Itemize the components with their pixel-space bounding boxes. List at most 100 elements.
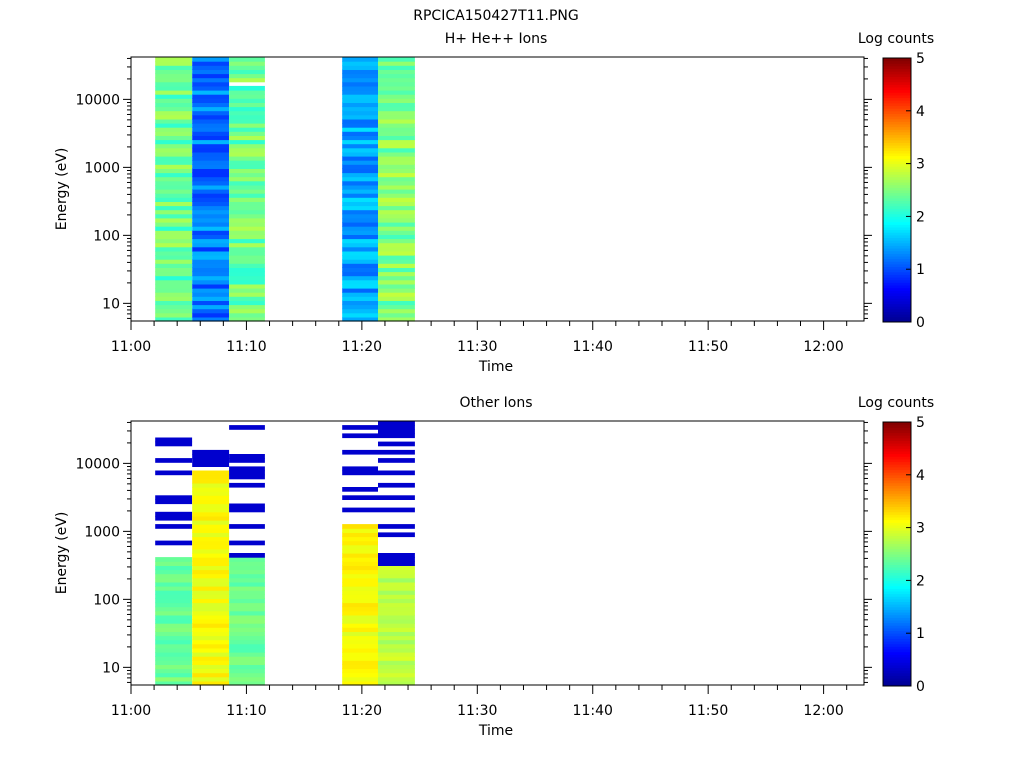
heatmap-cell	[192, 238, 230, 244]
heatmap-cell	[342, 156, 378, 161]
heatmap-cell	[342, 118, 378, 124]
heatmap-cell	[229, 425, 265, 430]
colorbar-swatch	[883, 675, 911, 679]
heatmap-cell	[342, 246, 378, 252]
colorbar-swatch	[883, 635, 911, 639]
heatmap-cell	[378, 267, 415, 273]
heatmap-cell	[192, 590, 230, 595]
colorbar-swatch	[883, 609, 911, 613]
heatmap-cell	[229, 300, 265, 306]
heatmap-cell	[229, 279, 265, 285]
heatmap-cell	[155, 316, 193, 322]
heatmap-cell	[229, 652, 265, 657]
y-tick-label: 10	[102, 296, 120, 312]
y-tick-label: 10000	[75, 92, 120, 108]
sweep-column	[378, 421, 415, 686]
colorbar-swatch	[883, 622, 911, 626]
heatmap-cell	[192, 515, 230, 521]
colorbar-swatch	[883, 242, 911, 246]
heatmap-cell	[342, 283, 378, 289]
x-axis-label: Time	[478, 359, 513, 375]
x-axis: 11:00 11:10 11:20 11:30 11:40 11:50 12:00	[111, 685, 848, 719]
heatmap-cell	[155, 470, 193, 476]
heatmap-cell	[378, 292, 415, 297]
colorbar-swatch	[883, 250, 911, 254]
heatmap-cell	[342, 213, 378, 219]
heatmap-cell	[155, 234, 193, 240]
heatmap-cell	[342, 201, 378, 207]
heatmap-cell	[378, 680, 415, 686]
heatmap-cell	[342, 259, 378, 264]
heatmap-cell	[342, 189, 378, 194]
heatmap-cell	[342, 594, 378, 599]
colorbar-swatch	[883, 184, 911, 188]
heatmap-cell	[192, 73, 230, 79]
colorbar-tick-label: 1	[916, 262, 925, 278]
colorbar-swatch	[883, 495, 911, 500]
heatmap-cell	[342, 123, 378, 128]
colorbar-swatch	[883, 240, 911, 244]
heatmap-cell	[192, 164, 230, 169]
heatmap-cell	[192, 639, 230, 645]
heatmap-cell	[155, 172, 193, 178]
sweep-column	[229, 57, 265, 322]
heatmap-cell	[378, 139, 415, 145]
heatmap-cell	[229, 614, 265, 620]
colorbar-swatch	[883, 269, 911, 273]
colorbar-swatch	[883, 546, 911, 550]
heatmap-cell	[378, 586, 415, 591]
heatmap-cell	[192, 454, 230, 459]
colorbar-swatch	[883, 612, 911, 616]
heatmap-cell	[342, 296, 378, 301]
heatmap-cell	[229, 639, 265, 645]
x-tick-label: 11:20	[342, 339, 382, 355]
colorbar-swatch	[883, 451, 911, 455]
heatmap-cell	[342, 635, 378, 641]
heatmap-cell	[155, 90, 193, 95]
heatmap-cell	[192, 65, 230, 70]
heatmap-cell	[192, 548, 230, 554]
heatmap-cell	[378, 242, 415, 248]
heatmap-cell	[192, 110, 230, 116]
heatmap-cell	[229, 156, 265, 161]
heatmap-cell	[378, 557, 415, 562]
heatmap-cell	[342, 652, 378, 657]
colorbar-swatch	[883, 221, 911, 225]
heatmap-cell	[342, 90, 378, 95]
heatmap-cell	[192, 180, 230, 186]
colorbar-swatch	[883, 216, 911, 220]
heatmap-cell	[378, 151, 415, 157]
colorbar-swatch	[883, 187, 911, 191]
heatmap-cell	[229, 540, 265, 546]
heatmap-cell	[342, 614, 378, 620]
colorbar-swatch	[883, 670, 911, 674]
colorbar-label: Log counts	[858, 31, 934, 47]
colorbar-swatch	[883, 627, 911, 632]
colorbar-swatch	[883, 290, 911, 294]
heatmap-cell	[378, 255, 415, 260]
colorbar-swatch	[883, 593, 911, 597]
colorbar-swatch	[883, 94, 911, 99]
colorbar-tick-label: 0	[916, 315, 925, 331]
colorbar-swatch	[883, 461, 911, 465]
heatmap-cell	[378, 73, 415, 79]
colorbar-swatch	[883, 108, 911, 112]
colorbar-swatch	[883, 155, 911, 159]
heatmap-cell	[192, 300, 230, 306]
heatmap-cell	[378, 123, 415, 128]
heatmap-cell	[378, 205, 415, 211]
heatmap-cell	[155, 565, 193, 571]
colorbar-swatch	[883, 482, 911, 486]
colorbar-swatch	[883, 643, 911, 647]
heatmap-cell	[192, 304, 230, 310]
heatmap-cell	[155, 561, 193, 566]
colorbar-swatch	[883, 583, 911, 587]
colorbar-swatch	[883, 522, 911, 526]
heatmap-cell	[378, 647, 415, 653]
heatmap-cell	[192, 131, 230, 136]
heatmap-cell	[155, 656, 193, 661]
heatmap-cell	[155, 156, 193, 161]
colorbar-swatch	[883, 527, 911, 531]
heatmap-cell	[378, 664, 415, 670]
heatmap-cell	[192, 139, 230, 145]
